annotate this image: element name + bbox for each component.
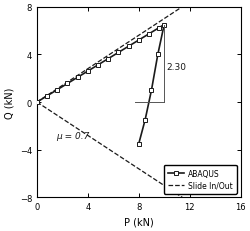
Legend: ABAQUS, Slide In/Out: ABAQUS, Slide In/Out	[164, 165, 237, 194]
ABAQUS	[137, 40, 140, 42]
ABAQUS	[56, 89, 59, 92]
ABAQUS	[76, 76, 79, 79]
ABAQUS	[96, 64, 100, 67]
Text: μ = 0.7: μ = 0.7	[56, 131, 90, 140]
ABAQUS	[127, 46, 130, 49]
ABAQUS	[144, 119, 146, 122]
ABAQUS	[107, 58, 110, 61]
ABAQUS	[158, 27, 160, 30]
Text: 2.30: 2.30	[167, 62, 187, 71]
ABAQUS	[163, 24, 166, 27]
X-axis label: P (kN): P (kN)	[124, 217, 154, 227]
ABAQUS	[137, 143, 140, 146]
ABAQUS	[36, 101, 38, 104]
ABAQUS	[156, 54, 159, 57]
ABAQUS	[46, 95, 49, 98]
ABAQUS	[117, 52, 120, 55]
ABAQUS	[148, 33, 150, 36]
Y-axis label: Q (kN): Q (kN)	[4, 87, 14, 118]
ABAQUS	[150, 89, 153, 92]
Line: ABAQUS: ABAQUS	[35, 23, 166, 146]
ABAQUS	[86, 70, 89, 73]
ABAQUS	[66, 83, 69, 85]
